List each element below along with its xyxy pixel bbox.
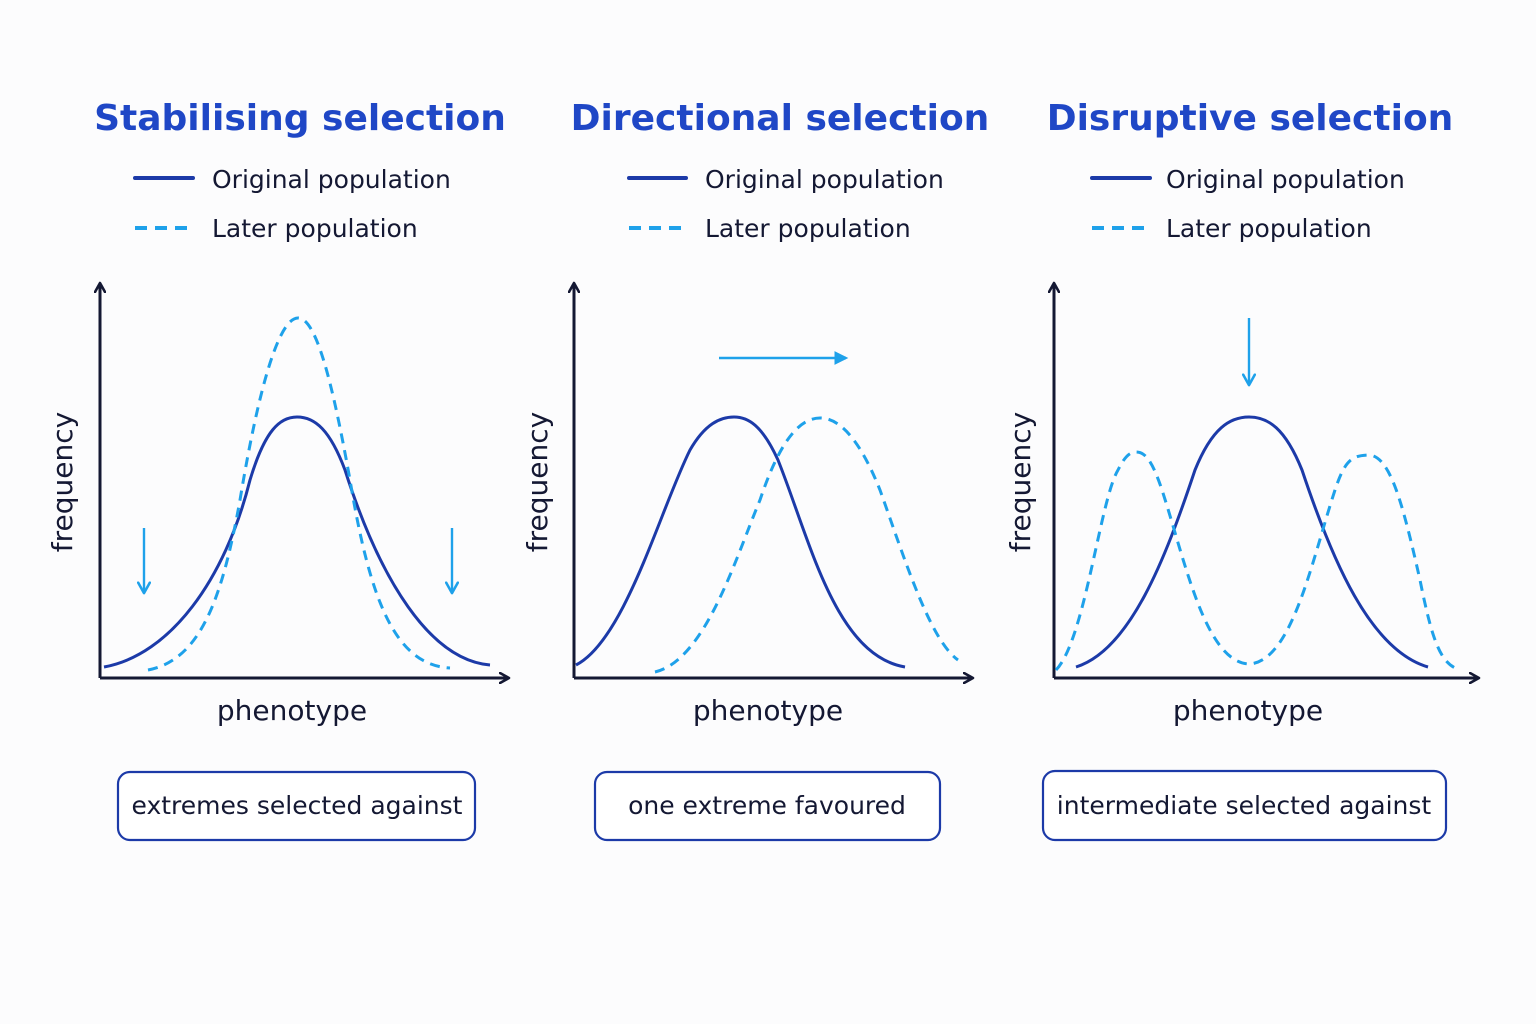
original-population-curve xyxy=(103,415,491,669)
legend-original-label: Original population xyxy=(705,165,944,194)
panel-stabilising: Stabilising selection Original populatio… xyxy=(46,98,508,842)
legend-later-label: Later population xyxy=(1166,214,1372,243)
legend-later-label: Later population xyxy=(705,214,911,243)
original-population-curve xyxy=(1075,415,1429,669)
panel-title: Stabilising selection xyxy=(94,98,506,139)
original-population-curve xyxy=(575,415,906,669)
legend-original-label: Original population xyxy=(1166,165,1405,194)
panel-title: Disruptive selection xyxy=(1047,98,1454,139)
panel-directional: Directional selection Original populatio… xyxy=(521,98,990,842)
axes: frequency phenotype xyxy=(46,284,508,727)
axes: frequency phenotype xyxy=(1004,284,1478,727)
caption-text: one extreme favoured xyxy=(628,791,906,820)
legend-later-label: Later population xyxy=(212,214,418,243)
legend: Original population Later population xyxy=(1090,165,1405,243)
x-axis-label: phenotype xyxy=(1173,694,1323,727)
caption-box xyxy=(1041,769,1448,842)
caption-box xyxy=(593,770,942,842)
later-population-curve xyxy=(147,316,451,672)
x-axis-label: phenotype xyxy=(693,694,843,727)
caption-text: intermediate selected against xyxy=(1057,791,1432,820)
panel-title: Directional selection xyxy=(571,98,990,139)
y-axis-label: frequency xyxy=(1004,412,1037,552)
caption-box xyxy=(116,770,477,842)
panel-disruptive: Disruptive selection Original population… xyxy=(1004,98,1478,842)
legend-original-label: Original population xyxy=(212,165,451,194)
caption-text: extremes selected against xyxy=(132,791,463,820)
later-population-curve xyxy=(1054,450,1456,672)
legend: Original population Later population xyxy=(627,165,944,243)
legend: Original population Later population xyxy=(133,165,451,243)
axes: frequency phenotype xyxy=(521,284,972,727)
y-axis-label: frequency xyxy=(521,412,554,552)
y-axis-label: frequency xyxy=(46,412,79,552)
x-axis-label: phenotype xyxy=(217,694,367,727)
later-population-curve xyxy=(654,416,959,674)
